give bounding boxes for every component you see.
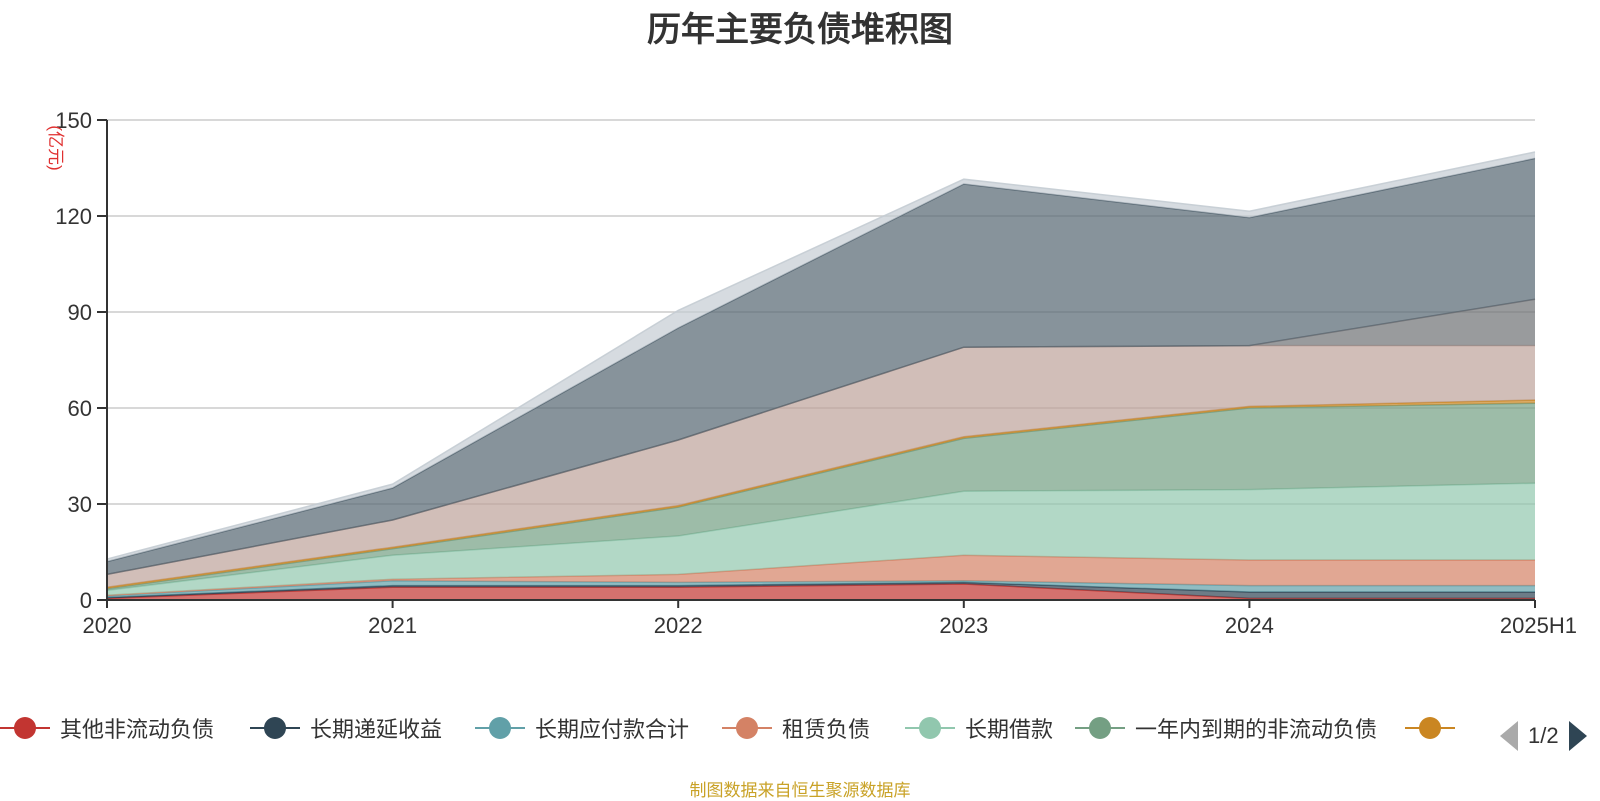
legend-item[interactable] (1405, 710, 1455, 746)
source-note: 制图数据来自恒生聚源数据库 (689, 781, 911, 800)
y-tick-label: 30 (68, 492, 92, 517)
x-tick-label: 2023 (939, 613, 988, 638)
area-series-5[interactable] (107, 403, 1535, 591)
legend-label: 其他非流动负债 (60, 717, 215, 742)
y-tick-label: 0 (80, 588, 92, 613)
legend-next-page-icon[interactable] (1568, 721, 1587, 751)
y-tick-label: 60 (68, 396, 92, 421)
legend-label: 一年内到期的非流动负债 (1135, 717, 1378, 742)
x-tick-label: 2020 (83, 613, 132, 638)
legend-marker-icon (475, 713, 525, 743)
x-tick-label: 2025H1 (1500, 613, 1577, 638)
legend-pager: 1/2 (1500, 718, 1587, 754)
legend-item[interactable]: 长期应付款合计 (475, 710, 689, 746)
area-series-3[interactable] (107, 555, 1535, 596)
legend: 其他非流动负债 长期递延收益 长期应付款合计 租赁负债 长期借款 一年内到期的非流动负债 (0, 710, 1600, 750)
x-tick-label: 2022 (654, 613, 703, 638)
legend-item[interactable]: 其他非流动负债 (0, 710, 214, 746)
y-tick-label: 90 (68, 300, 92, 325)
legend-item[interactable]: 长期借款 (905, 710, 1053, 746)
legend-marker-icon (722, 713, 772, 743)
legend-label: 租赁负债 (782, 717, 871, 742)
area-series-line-10 (106, 151, 1536, 560)
area-series-1[interactable] (107, 582, 1535, 599)
legend-item[interactable]: 一年内到期的非流动负债 (1075, 710, 1377, 746)
chart-title: 历年主要负债堆积图 (647, 11, 953, 49)
area-series-8[interactable] (107, 299, 1535, 575)
area-series-0[interactable] (107, 584, 1535, 600)
area-series-4[interactable] (107, 483, 1535, 596)
area-series-7[interactable] (107, 345, 1535, 588)
legend-marker-icon (905, 713, 955, 743)
legend-item[interactable]: 租赁负债 (722, 710, 870, 746)
y-tick-label: 150 (55, 108, 92, 133)
x-tick-label: 2021 (368, 613, 417, 638)
legend-marker-icon (0, 713, 50, 743)
stacked-areas (106, 151, 1536, 600)
y-tick-label: 120 (55, 204, 92, 229)
legend-marker-icon (1075, 713, 1125, 743)
axes: 0 30 60 90 120 150(亿元) 2020 2021 2022 2023 2024 202… (46, 108, 1577, 638)
legend-marker-icon (1405, 713, 1455, 743)
chart-plot: 0 30 60 90 120 150(亿元) 2020 2021 2022 2023 2024 202… (46, 108, 1577, 638)
y-axis-unit-label: (亿元) (46, 125, 65, 170)
legend-label: 长期应付款合计 (535, 717, 690, 742)
legend-label: 长期借款 (965, 717, 1054, 742)
legend-page-indicator: 1/2 (1528, 723, 1559, 748)
legend-item[interactable]: 长期递延收益 (250, 710, 442, 746)
x-tick-label: 2024 (1225, 613, 1274, 638)
area-series-9[interactable] (107, 158, 1535, 575)
legend-prev-page-icon[interactable] (1500, 721, 1518, 751)
legend-label: 长期递延收益 (310, 717, 443, 742)
legend-marker-icon (250, 713, 300, 743)
